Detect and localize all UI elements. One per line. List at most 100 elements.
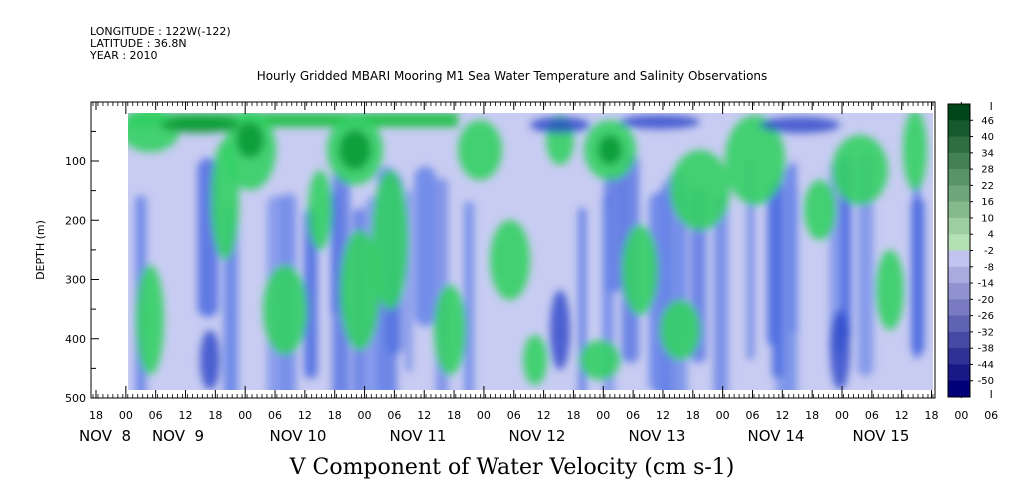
heat-cell-strong-positive	[160, 117, 240, 133]
y-tick-label: 100	[65, 155, 86, 168]
x-day-label: NOV 11	[390, 427, 447, 445]
heat-cell-positive	[523, 335, 547, 385]
heat-cell-negative	[772, 181, 784, 379]
x-hour-label: 18	[566, 409, 580, 422]
y-tick-label: 200	[65, 214, 86, 227]
colorbar-swatch	[948, 185, 970, 203]
colorbar-swatch	[948, 201, 970, 219]
x-day-label: NOV 14	[748, 427, 805, 445]
colorbar-swatch	[948, 136, 970, 154]
heat-cell-positive	[725, 115, 785, 205]
x-hour-label: 00	[119, 409, 133, 422]
heat-cell-strong-negative	[830, 310, 850, 390]
colorbar-swatch	[948, 120, 970, 138]
x-hour-label: 12	[775, 409, 789, 422]
y-tick-label: 300	[65, 274, 86, 287]
heat-cell-positive	[876, 250, 904, 330]
colorbar-swatch	[948, 299, 970, 317]
y-tick-label: 500	[65, 392, 86, 405]
heat-cell-positive	[622, 225, 658, 315]
x-hour-label: 18	[925, 409, 939, 422]
x-day-label: NOV 10	[270, 427, 327, 445]
heat-cell-positive	[458, 120, 502, 180]
heat-cell-negative	[747, 160, 754, 360]
x-hour-label: 00	[477, 409, 491, 422]
heat-cell-negative	[304, 208, 318, 379]
heat-cell-positive	[832, 135, 888, 205]
heat-cell-strong-positive	[598, 135, 622, 165]
y-axis-label: DEPTH (m)	[34, 220, 47, 280]
colorbar-label: -14	[978, 279, 994, 290]
colorbar-swatch	[948, 364, 970, 382]
colorbar-label: 28	[981, 165, 994, 176]
x-day-label: NOV 12	[509, 427, 566, 445]
x-day-label: NOV 15	[853, 427, 910, 445]
heat-cell-positive	[308, 170, 332, 250]
x-hour-label: 18	[447, 409, 461, 422]
x-hour-label: 12	[656, 409, 670, 422]
x-hour-label: 18	[328, 409, 342, 422]
x-day-label: NOV 8	[79, 427, 131, 445]
heat-cell-strong-positive	[339, 130, 371, 170]
x-hour-label: 00	[238, 409, 252, 422]
x-hour-label: 18	[686, 409, 700, 422]
x-hour-label: 18	[805, 409, 819, 422]
x-hour-labels: 18 00 06 12 18 00 06 12 18 00 06 12 18 00 06 12 18 00 06 12…	[89, 409, 998, 422]
heat-cell-positive	[580, 340, 620, 380]
heat-cell-negative	[913, 177, 920, 359]
colorbar-swatch	[948, 104, 970, 121]
x-day-label: NOV 9	[152, 427, 204, 445]
heat-cell-strong-negative	[530, 117, 590, 133]
colorbar-swatch	[948, 217, 970, 235]
colorbar-label: 40	[981, 132, 994, 143]
colorbar-label: 22	[981, 181, 994, 192]
y-tick-labels: 100 200 300 400 500	[65, 155, 86, 405]
colorbar-swatch	[948, 331, 970, 349]
colorbar-swatch	[948, 250, 970, 268]
colorbar-label: 4	[988, 230, 994, 241]
heat-cell-negative	[713, 194, 729, 390]
colorbar-label: -50	[978, 376, 994, 387]
colorbar-swatch	[948, 283, 970, 300]
longitude-label: LONGITUDE : 122W(-122)	[90, 25, 231, 38]
heat-cell-positive	[372, 170, 408, 310]
heat-cell-positive	[903, 113, 927, 190]
colorbar-label: 10	[981, 213, 994, 224]
colorbar-swatch	[948, 315, 970, 333]
heat-cell-positive	[340, 230, 380, 350]
colorbar: 46 40 34 28 22 16 10 4 -2 -8 -14 -20 -26 -32 -38 -44 -50	[947, 103, 994, 398]
x-day-labels: NOV 8 NOV 9 NOV 10 NOV 11 NOV 12 NOV 13 NOV 14…	[79, 427, 910, 445]
x-hour-label: 00	[596, 409, 610, 422]
heat-cell-strong-negative	[550, 290, 570, 370]
x-hour-label: 12	[537, 409, 551, 422]
y-tick-label: 400	[65, 333, 86, 346]
x-hour-label: 00	[835, 409, 849, 422]
colorbar-swatch	[948, 234, 970, 251]
x-hour-label: 12	[179, 409, 193, 422]
heat-cell-positive	[434, 285, 466, 375]
heat-cell-positive	[211, 140, 239, 260]
heat-cell-strong-negative	[760, 117, 840, 133]
heat-cell-positive	[660, 300, 700, 360]
heat-cell-negative	[414, 166, 437, 327]
colorbar-label: -20	[978, 295, 994, 306]
axis-ticks	[91, 102, 992, 399]
colorbar-swatch	[948, 169, 970, 186]
x-hour-label: 00	[954, 409, 968, 422]
x-axis-title: V Component of Water Velocity (cm s-1)	[289, 455, 735, 480]
colorbar-swatch	[948, 380, 970, 398]
x-hour-label: 06	[387, 409, 401, 422]
colorbar-label: 34	[981, 148, 994, 159]
x-day-label: NOV 13	[629, 427, 686, 445]
colorbar-label: 16	[981, 197, 994, 208]
heat-cell-positive	[263, 265, 307, 355]
x-hour-label: 06	[268, 409, 282, 422]
colorbar-swatch	[948, 152, 970, 170]
x-hour-label: 06	[626, 409, 640, 422]
x-hour-label: 06	[865, 409, 879, 422]
x-hour-label: 18	[208, 409, 222, 422]
x-hour-label: 18	[89, 409, 103, 422]
colorbar-swatch	[948, 348, 970, 365]
x-hour-label: 06	[149, 409, 163, 422]
